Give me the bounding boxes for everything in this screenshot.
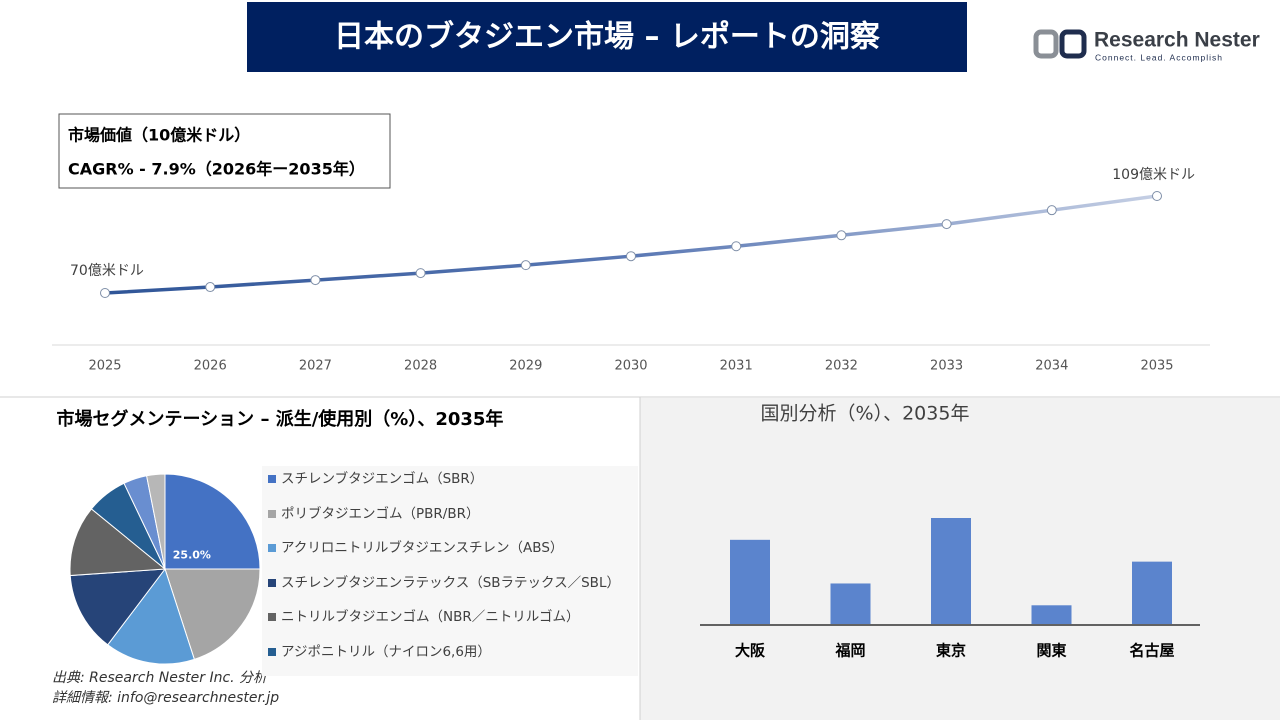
x-tick-label: 2028 (404, 359, 437, 374)
legend-swatch (268, 613, 276, 621)
pie-slice (146, 473, 166, 570)
point (415, 268, 426, 279)
legend-item: アクリロニトリルブタジエンスチレン（ABS） (268, 537, 638, 559)
point (310, 275, 321, 286)
legend: スチレンブタジエンゴム（SBR） ポリブタジエンゴム（PBR/BR） アクリロニトリ… (262, 466, 638, 676)
pie-slice (69, 568, 167, 646)
logo-icon (1059, 29, 1087, 59)
bar (730, 539, 770, 624)
x-tick-label: 2032 (825, 359, 858, 374)
legend-item: スチレンブタジエンゴム（SBR） (268, 468, 638, 490)
pie-title: 市場セグメンテーション – 派生/使用別（%）、2035年 (56, 409, 504, 430)
x-tick-label: 2033 (930, 359, 963, 374)
point (1152, 191, 1162, 201)
legend-label: ニトリルブタジエンゴム（NBR／ニトリルゴム） (281, 609, 580, 625)
logo-icon (1033, 29, 1059, 59)
title: 日本のブタジエン市場 – レポートの洞察 (334, 20, 881, 55)
legend-label: ポリブタジエンゴム（PBR/BR） (281, 505, 480, 522)
x-tick-label: 2031 (720, 359, 753, 374)
legend-item: スチレンブタジエンラテックス（SBラテックス／SBL） (268, 572, 638, 594)
x-tick-label: 2035 (1140, 359, 1173, 374)
logo: Research Nester Connect. Lead. Accomplis… (1033, 29, 1260, 62)
legend-item: アジポニトリル（ナイロン6,6用） (268, 641, 638, 663)
point (941, 219, 952, 230)
bar-title: 国別分析（%）、2035年 (761, 403, 970, 425)
x-tick-label: 2026 (194, 359, 227, 374)
point (836, 230, 847, 241)
annotation: 70億米ドル (70, 263, 144, 279)
point (520, 260, 531, 271)
title-box (247, 2, 967, 72)
x-tick-label: 2025 (88, 359, 121, 374)
legend-swatch (268, 647, 276, 656)
pie-slice (69, 508, 167, 577)
info-text: CAGR% - 7.9%（2026年ー2035年） (68, 160, 365, 179)
point (1046, 205, 1057, 216)
pie-slice (107, 567, 195, 665)
legend-swatch (268, 475, 276, 483)
info-text: 市場価値（10億米ドル） (68, 126, 250, 145)
footer-source: 出典: Research Nester Inc. 分析 (52, 670, 269, 686)
point (100, 288, 110, 298)
legend-label: スチレンブタジエンゴム（SBR） (281, 471, 484, 487)
bar (1132, 561, 1172, 624)
legend-item: ニトリルブタジエンゴム（NBR／ニトリルゴム） (268, 606, 638, 628)
line (104, 194, 1158, 295)
x-tick-label: 2030 (614, 359, 647, 374)
legend-swatch (268, 578, 276, 587)
x-tick-label: 大阪 (735, 642, 766, 660)
legend-label: アジポニトリル（ナイロン6,6用） (281, 643, 491, 660)
info-box (58, 113, 391, 189)
point (626, 251, 636, 262)
x-tick-label: 東京 (936, 642, 966, 660)
bar (1031, 605, 1072, 624)
legend-swatch (268, 509, 276, 518)
logo-name: Research Nester (1094, 29, 1260, 52)
point (205, 282, 216, 293)
legend-item: ポリブタジエンゴム（PBR/BR） (268, 503, 638, 525)
bar (830, 583, 871, 624)
legend-swatch (268, 544, 276, 552)
x-tick-label: 2027 (299, 359, 332, 374)
footer-contact: 詳細情報: info@researchnester.jp (52, 690, 279, 706)
x-tick-label: 2029 (509, 359, 542, 374)
annotation: 109億米ドル (1112, 167, 1195, 183)
bar (931, 518, 971, 624)
legend-label: スチレンブタジエンラテックス（SBラテックス／SBL） (281, 574, 620, 591)
x-tick-label: 関東 (1036, 642, 1066, 660)
legend-label: アクリロニトリルブタジエンスチレン（ABS） (281, 540, 564, 556)
x-tick-label: 名古屋 (1129, 642, 1174, 660)
data-label: 25.0% (173, 549, 211, 562)
x-tick-label: 福岡 (834, 642, 865, 660)
pie-slice (164, 568, 261, 660)
point (731, 241, 742, 252)
pie-slice (164, 473, 261, 570)
logo-tagline: Connect. Lead. Accomplish (1095, 52, 1223, 62)
x-tick-label: 2034 (1035, 359, 1068, 374)
